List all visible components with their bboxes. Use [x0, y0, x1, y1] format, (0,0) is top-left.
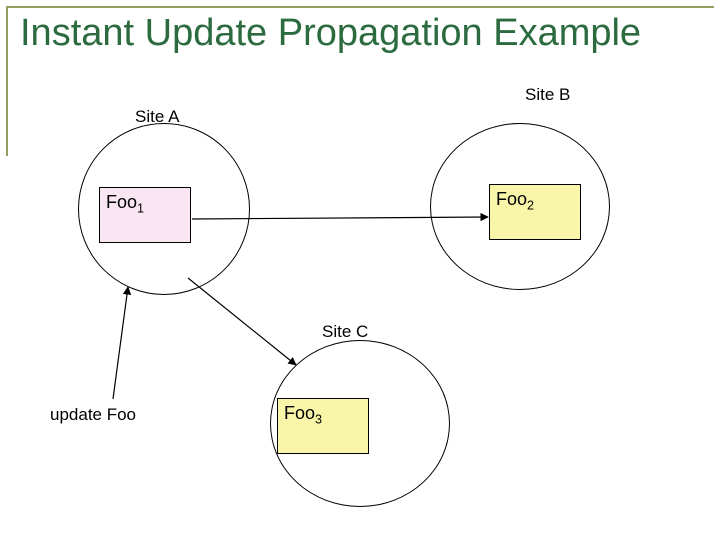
foo2-box: Foo2 — [489, 184, 581, 240]
foo1-box: Foo1 — [99, 187, 191, 243]
slide-title: Instant Update Propagation Example — [20, 12, 641, 56]
foo2-sub: 2 — [527, 199, 534, 213]
slide-border-top — [6, 6, 714, 8]
site-b-label: Site B — [525, 85, 570, 105]
foo3-box: Foo3 — [277, 398, 369, 454]
site-c-label: Site C — [322, 322, 368, 342]
foo3-sub: 3 — [315, 413, 322, 427]
foo1-sub: 1 — [137, 202, 144, 216]
foo1-text: Foo — [106, 192, 137, 212]
slide-border-left — [6, 6, 8, 156]
foo2-text: Foo — [496, 189, 527, 209]
foo3-text: Foo — [284, 403, 315, 423]
update-foo-label: update Foo — [50, 405, 136, 425]
